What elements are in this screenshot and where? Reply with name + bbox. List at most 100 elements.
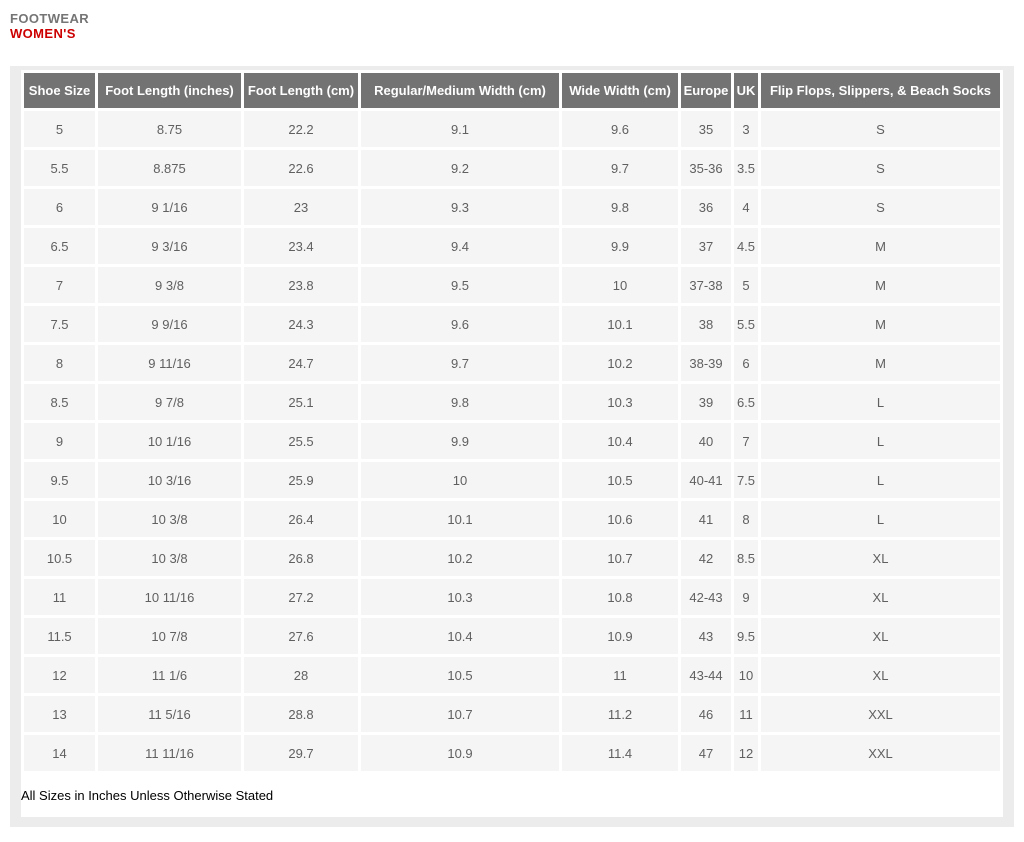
table-cell: 9 9/16	[98, 306, 241, 342]
column-header: Wide Width (cm)	[562, 73, 678, 108]
table-cell: 10.5	[361, 657, 559, 693]
table-cell: 12	[24, 657, 95, 693]
table-cell: XXL	[761, 696, 1000, 732]
table-cell: 9.9	[562, 228, 678, 264]
table-cell: 14	[24, 735, 95, 771]
column-header: UK	[734, 73, 758, 108]
table-cell: 11.4	[562, 735, 678, 771]
table-cell: 5	[734, 267, 758, 303]
table-cell: 10.9	[562, 618, 678, 654]
table-cell: 9.5	[734, 618, 758, 654]
table-cell: 22.2	[244, 111, 358, 147]
table-cell: L	[761, 384, 1000, 420]
size-chart-panel-inner: Shoe Size Foot Length (inches) Foot Length…	[21, 70, 1003, 817]
table-cell: 4.5	[734, 228, 758, 264]
page-title-category: FOOTWEAR	[10, 11, 90, 26]
table-cell: 26.4	[244, 501, 358, 537]
table-cell: 24.3	[244, 306, 358, 342]
table-cell: 38	[681, 306, 731, 342]
table-cell: 10.5	[24, 540, 95, 576]
table-cell: 10	[734, 657, 758, 693]
table-cell: 11	[562, 657, 678, 693]
table-cell: 28	[244, 657, 358, 693]
column-header: Foot Length (cm)	[244, 73, 358, 108]
table-cell: 9.8	[361, 384, 559, 420]
table-row: 8.5 9 7/8 25.1 9.8 10.3 39 6.5 L	[24, 384, 1000, 420]
page-title: FOOTWEAR WOMEN'S	[10, 11, 89, 41]
table-cell: 6	[24, 189, 95, 225]
table-cell: 47	[681, 735, 731, 771]
table-row: 14 11 11/16 29.7 10.9 11.4 47 12 XXL	[24, 735, 1000, 771]
table-cell: 35-36	[681, 150, 731, 186]
table-cell: 5	[24, 111, 95, 147]
size-chart-panel: Shoe Size Foot Length (inches) Foot Length…	[10, 66, 1014, 827]
table-cell: 42	[681, 540, 731, 576]
table-cell: 46	[681, 696, 731, 732]
table-cell: 10 3/16	[98, 462, 241, 498]
table-cell: L	[761, 501, 1000, 537]
table-row: 5.5 8.875 22.6 9.2 9.7 35-36 3.5 S	[24, 150, 1000, 186]
table-cell: 5.5	[24, 150, 95, 186]
table-cell: 35	[681, 111, 731, 147]
table-cell: 7	[734, 423, 758, 459]
table-cell: 22.6	[244, 150, 358, 186]
table-cell: 9.1	[361, 111, 559, 147]
table-cell: 10.4	[361, 618, 559, 654]
table-cell: 7.5	[24, 306, 95, 342]
table-cell: 23.8	[244, 267, 358, 303]
table-cell: 9.6	[361, 306, 559, 342]
table-cell: 9.7	[562, 150, 678, 186]
table-cell: 10.1	[361, 501, 559, 537]
table-cell: 8.5	[734, 540, 758, 576]
table-cell: XL	[761, 540, 1000, 576]
size-table-body: 5 8.75 22.2 9.1 9.6 35 3 S 5.5 8.875 22.6 9.2 9.7 35-…	[24, 111, 1000, 771]
table-cell: L	[761, 462, 1000, 498]
table-cell: 9.8	[562, 189, 678, 225]
table-cell: 37-38	[681, 267, 731, 303]
table-cell: 8.75	[98, 111, 241, 147]
table-cell: 23	[244, 189, 358, 225]
table-cell: S	[761, 111, 1000, 147]
table-cell: 42-43	[681, 579, 731, 615]
table-cell: 10.7	[562, 540, 678, 576]
table-row: 11 10 11/16 27.2 10.3 10.8 42-43 9 XL	[24, 579, 1000, 615]
table-cell: 8	[24, 345, 95, 381]
table-cell: 40	[681, 423, 731, 459]
table-cell: 10.9	[361, 735, 559, 771]
table-cell: 10.1	[562, 306, 678, 342]
size-table: Shoe Size Foot Length (inches) Foot Length…	[21, 70, 1003, 774]
table-cell: 9 3/8	[98, 267, 241, 303]
table-cell: XL	[761, 657, 1000, 693]
table-cell: 10	[562, 267, 678, 303]
column-header: Regular/Medium Width (cm)	[361, 73, 559, 108]
table-cell: 27.6	[244, 618, 358, 654]
table-cell: 9.4	[361, 228, 559, 264]
table-cell: 9.5	[24, 462, 95, 498]
table-cell: 6.5	[734, 384, 758, 420]
table-row: 5 8.75 22.2 9.1 9.6 35 3 S	[24, 111, 1000, 147]
table-cell: 11 5/16	[98, 696, 241, 732]
table-row: 6.5 9 3/16 23.4 9.4 9.9 37 4.5 M	[24, 228, 1000, 264]
table-cell: 9	[734, 579, 758, 615]
table-cell: M	[761, 345, 1000, 381]
table-cell: 36	[681, 189, 731, 225]
column-header: Europe	[681, 73, 731, 108]
table-cell: 8.875	[98, 150, 241, 186]
table-cell: 29.7	[244, 735, 358, 771]
table-cell: 10.5	[562, 462, 678, 498]
table-cell: 10.8	[562, 579, 678, 615]
table-cell: 7	[24, 267, 95, 303]
table-cell: 10 3/8	[98, 501, 241, 537]
table-cell: 5.5	[734, 306, 758, 342]
table-cell: 10.4	[562, 423, 678, 459]
column-header: Flip Flops, Slippers, & Beach Socks	[761, 73, 1000, 108]
table-cell: 38-39	[681, 345, 731, 381]
table-cell: 39	[681, 384, 731, 420]
table-cell: 24.7	[244, 345, 358, 381]
table-cell: 9.3	[361, 189, 559, 225]
table-cell: 10.3	[361, 579, 559, 615]
table-cell: 23.4	[244, 228, 358, 264]
table-cell: S	[761, 189, 1000, 225]
table-cell: 10.3	[562, 384, 678, 420]
